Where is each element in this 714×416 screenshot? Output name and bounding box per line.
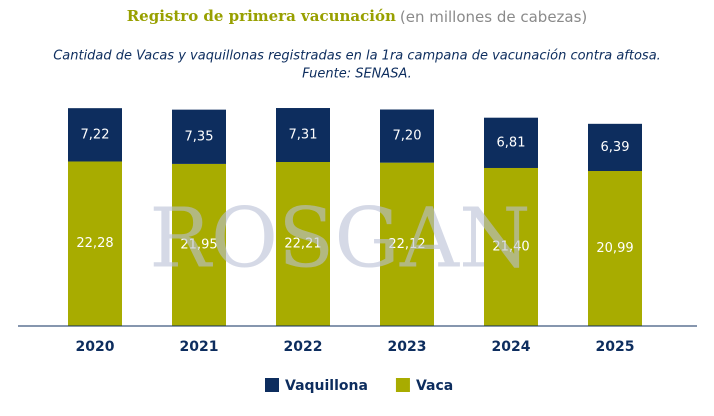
chart-title: Registro de primera vacunación (en millon… <box>127 7 588 26</box>
plot: 22,28 7,22 21,95 7,35 22,21 7,31 22,12 7,20 21,4… <box>68 108 642 326</box>
value-label: 7,31 <box>289 128 318 143</box>
legend-swatch <box>265 378 279 392</box>
value-label: 22,28 <box>76 236 113 251</box>
subtitle: Fuente: SENASA. <box>302 67 412 82</box>
x-tick-label: 2023 <box>388 339 427 355</box>
x-tick-label: 2024 <box>492 339 531 355</box>
value-label: 22,12 <box>388 237 425 252</box>
x-tick-label: 2021 <box>180 339 219 355</box>
value-label: 21,40 <box>492 239 529 254</box>
bar-segment <box>588 123 642 172</box>
bar-segment <box>172 109 226 164</box>
value-label: 21,95 <box>180 237 217 252</box>
value-label: 22,21 <box>284 236 321 251</box>
value-label: 6,81 <box>497 135 526 150</box>
bar-segment <box>276 161 330 326</box>
bar-segment <box>68 108 122 162</box>
bar-segment <box>380 109 434 163</box>
legend-swatch <box>395 378 410 392</box>
bar-segment <box>588 171 642 326</box>
x-tick-label: 2020 <box>76 339 115 355</box>
value-label: 7,20 <box>393 129 422 144</box>
bar-segment <box>484 167 538 326</box>
watermark: ROSGAN <box>149 192 531 287</box>
legend-label: Vaca <box>416 378 453 394</box>
value-label: 7,35 <box>185 129 214 144</box>
bar-segment <box>68 161 122 326</box>
title-note: (en millones de cabezas) <box>400 8 587 26</box>
legend-label: Vaquillona <box>285 378 368 394</box>
value-label: 7,22 <box>81 127 110 142</box>
legend: Vaquillona Vaca <box>265 378 453 394</box>
subtitle: Cantidad de Vacas y vaquillonas registra… <box>53 49 661 64</box>
title-main: Registro de primera vacunación <box>127 7 396 25</box>
x-tick-label: 2022 <box>284 339 323 355</box>
value-label: 20,99 <box>596 241 633 256</box>
bar-segment <box>484 117 538 168</box>
bar-segment <box>380 162 434 326</box>
bar-segment <box>276 108 330 162</box>
bar-segment <box>172 163 226 326</box>
x-tick-label: 2025 <box>596 339 635 355</box>
value-label: 6,39 <box>601 140 630 155</box>
